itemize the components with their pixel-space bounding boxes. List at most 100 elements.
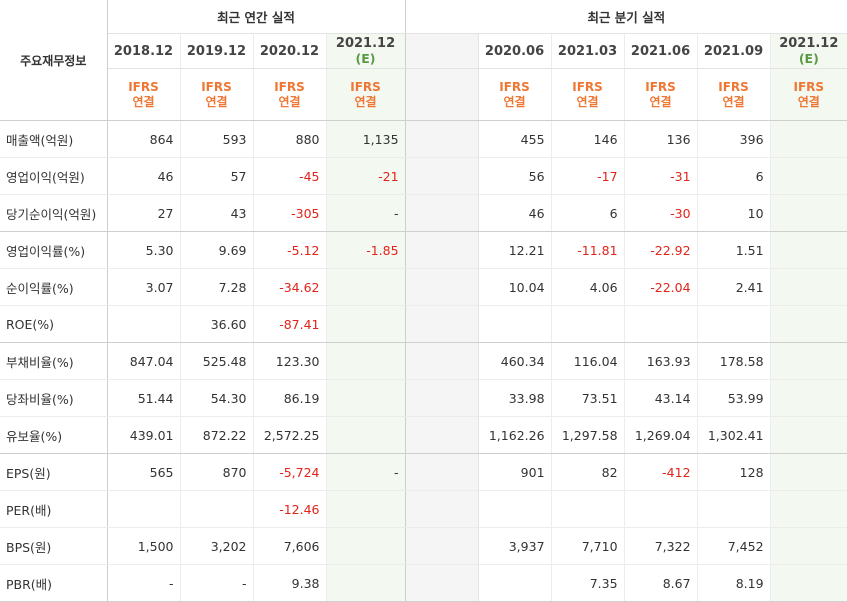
annual-value-cell	[326, 527, 406, 565]
quarter-gap-cell	[405, 120, 479, 158]
quarter-value-cell	[697, 305, 771, 343]
table-row: PBR(배) - -9.38 7.35 8.67 8.19	[0, 564, 847, 602]
quarter-value-cell	[770, 194, 847, 232]
period-header: 2021.03	[551, 33, 625, 69]
ifrs-label: IFRS	[572, 79, 603, 94]
annual-value-cell	[326, 564, 406, 602]
table-row: 순이익률(%) 3.07 7.28 -34.62 10.04 4.06 -22.04 2.41	[0, 268, 847, 306]
annual-value-cell: 3.07	[107, 268, 181, 306]
ifrs-label: IFRS	[499, 79, 530, 94]
quarter-value-cell: 33.98	[478, 379, 552, 417]
quarter-value-cell	[770, 231, 847, 269]
quarter-value-cell: -11.81	[551, 231, 625, 269]
ifrs-label: IFRS	[350, 79, 381, 94]
quarter-value-cell	[770, 305, 847, 343]
quarter-value-cell: -31	[624, 157, 698, 195]
annual-value-cell: -12.46	[253, 490, 327, 528]
annual-value-cell: -	[180, 564, 254, 602]
quarter-value-cell: 82	[551, 453, 625, 491]
table-row: 유보율(%) 439.01 872.22 2,572.25 1,162.26 1,297.…	[0, 416, 847, 454]
quarter-value-cell	[770, 379, 847, 417]
quarter-gap-cell	[405, 527, 479, 565]
quarter-gap-cell	[405, 416, 479, 454]
annual-value-cell: -87.41	[253, 305, 327, 343]
quarter-value-cell	[478, 305, 552, 343]
quarter-gap-cell	[405, 33, 479, 69]
annual-value-cell: -5,724	[253, 453, 327, 491]
ifrs-label: IFRS	[274, 79, 305, 94]
quarter-value-cell: 43.14	[624, 379, 698, 417]
quarter-value-cell	[770, 564, 847, 602]
row-label: 부채비율(%)	[0, 342, 108, 380]
period-header: 2021.12 (E)	[326, 33, 406, 69]
table-row: 영업이익(억원) 46 57 -45 -21 56 -17 -31 6	[0, 157, 847, 195]
annual-group-header: 최근 연간 실적	[107, 0, 406, 34]
annual-value-cell	[326, 416, 406, 454]
quarter-value-cell: 1,302.41	[697, 416, 771, 454]
quarter-value-cell: 7.35	[551, 564, 625, 602]
annual-value-cell: 3,202	[180, 527, 254, 565]
annual-value-cell: 2,572.25	[253, 416, 327, 454]
quarter-gap-cell	[405, 564, 479, 602]
quarter-value-cell: 3,937	[478, 527, 552, 565]
quarter-value-cell: -30	[624, 194, 698, 232]
annual-value-cell: 51.44	[107, 379, 181, 417]
ifrs-basis-header: IFRS 연결	[478, 68, 552, 121]
quarter-value-cell: 53.99	[697, 379, 771, 417]
ifrs-label: IFRS	[645, 79, 676, 94]
quarter-gap-cell	[405, 342, 479, 380]
row-label: 영업이익(억원)	[0, 157, 108, 195]
quarter-value-cell	[478, 564, 552, 602]
quarter-value-cell	[770, 527, 847, 565]
annual-value-cell: -	[107, 564, 181, 602]
quarter-value-cell: 1,162.26	[478, 416, 552, 454]
annual-value-cell: 439.01	[107, 416, 181, 454]
annual-value-cell: 872.22	[180, 416, 254, 454]
quarter-value-cell: -22.04	[624, 268, 698, 306]
row-label: PER(배)	[0, 490, 108, 528]
annual-value-cell: 46	[107, 157, 181, 195]
quarter-value-cell: 455	[478, 120, 552, 158]
period-header: 2021.12 (E)	[770, 33, 847, 69]
consolidated-label: 연결	[722, 94, 745, 109]
row-label: 매출액(억원)	[0, 120, 108, 158]
quarter-value-cell: 396	[697, 120, 771, 158]
quarter-value-cell: -22.92	[624, 231, 698, 269]
quarter-value-cell: 460.34	[478, 342, 552, 380]
quarter-gap-cell	[405, 490, 479, 528]
table-row: PER(배) -12.46	[0, 490, 847, 528]
annual-value-cell: 27	[107, 194, 181, 232]
row-label: 영업이익률(%)	[0, 231, 108, 269]
row-label: ROE(%)	[0, 305, 108, 343]
consolidated-label: 연결	[797, 94, 820, 109]
period-header: 2020.12	[253, 33, 327, 69]
row-label: BPS(원)	[0, 527, 108, 565]
quarter-value-cell: 2.41	[697, 268, 771, 306]
period-header: 2019.12	[180, 33, 254, 69]
table-row: EPS(원) 565 870 -5,724- 901 82 -412 128	[0, 453, 847, 491]
quarter-gap-cell	[405, 68, 479, 121]
ifrs-basis-header: IFRS 연결	[107, 68, 181, 121]
quarter-value-cell: 146	[551, 120, 625, 158]
table-row: 매출액(억원) 864 593 880 1,135 455 146 136 396	[0, 120, 847, 158]
period-header-row: 2018.12 2019.12 2020.12 2021.12 (E) 2020.06 20…	[0, 33, 847, 69]
annual-value-cell	[326, 342, 406, 380]
row-label: PBR(배)	[0, 564, 108, 602]
quarter-gap-cell	[405, 453, 479, 491]
annual-value-cell: 86.19	[253, 379, 327, 417]
consolidated-label: 연결	[278, 94, 301, 109]
annual-value-cell: 847.04	[107, 342, 181, 380]
quarter-value-cell: 8.67	[624, 564, 698, 602]
annual-value-cell: 1,500	[107, 527, 181, 565]
annual-value-cell	[326, 490, 406, 528]
quarter-gap-cell	[405, 305, 479, 343]
ifrs-header-row: IFRS 연결 IFRS 연결 IFRS 연결 IFRS 연결 IFRS 연결 IFRS 연결 IFRS…	[0, 68, 847, 121]
annual-value-cell: 7.28	[180, 268, 254, 306]
quarter-gap-cell	[405, 157, 479, 195]
annual-value-cell: 123.30	[253, 342, 327, 380]
ifrs-basis-header: IFRS 연결	[551, 68, 625, 121]
row-label: EPS(원)	[0, 453, 108, 491]
quarter-gap-cell	[405, 231, 479, 269]
table-row: 당기순이익(억원) 27 43 -305- 46 6 -30 10	[0, 194, 847, 232]
